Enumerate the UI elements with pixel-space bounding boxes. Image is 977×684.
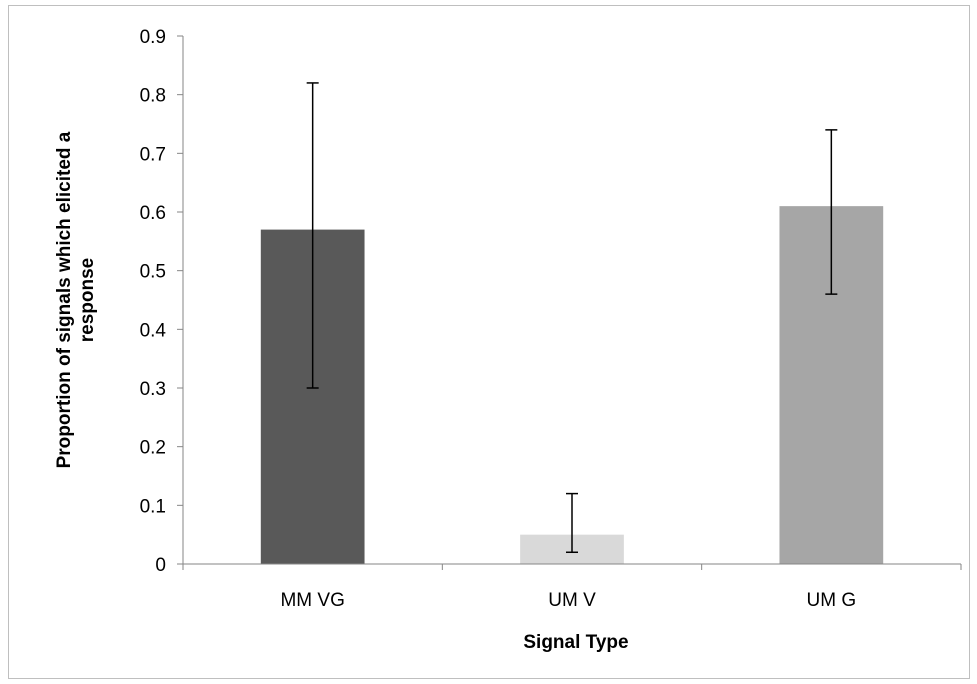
y-tick-label: 0.1 xyxy=(140,496,166,517)
y-tick-label: 0.3 xyxy=(140,379,166,400)
y-axis-title-line-1: Proportion of signals which elicited a xyxy=(54,131,75,468)
error-bars xyxy=(307,83,838,552)
y-axis-title-line-2: response xyxy=(77,258,98,342)
x-tick-label: UM G xyxy=(807,590,857,611)
y-axis-title: Proportion of signals which elicited a r… xyxy=(54,131,98,468)
y-tick-label: 0.8 xyxy=(140,86,166,107)
x-tick-label: MM VG xyxy=(280,590,344,611)
y-tick-label: 0.5 xyxy=(140,262,166,283)
x-axis-title: Signal Type xyxy=(523,632,628,653)
x-axis: MM VG UM V UM G xyxy=(183,564,961,611)
y-tick-label: 0.4 xyxy=(140,320,167,341)
x-tick-label: UM V xyxy=(548,590,596,611)
y-tick-label: 0.2 xyxy=(140,438,166,459)
y-tick-label: 0.9 xyxy=(140,27,166,48)
y-tick-label: 0.6 xyxy=(140,203,166,224)
y-tick-label: 0 xyxy=(155,555,166,576)
y-axis: 0 0.1 0.2 0.3 0.4 0.5 0.6 0.7 0.8 0.9 xyxy=(140,27,183,576)
y-tick-label: 0.7 xyxy=(140,144,166,165)
